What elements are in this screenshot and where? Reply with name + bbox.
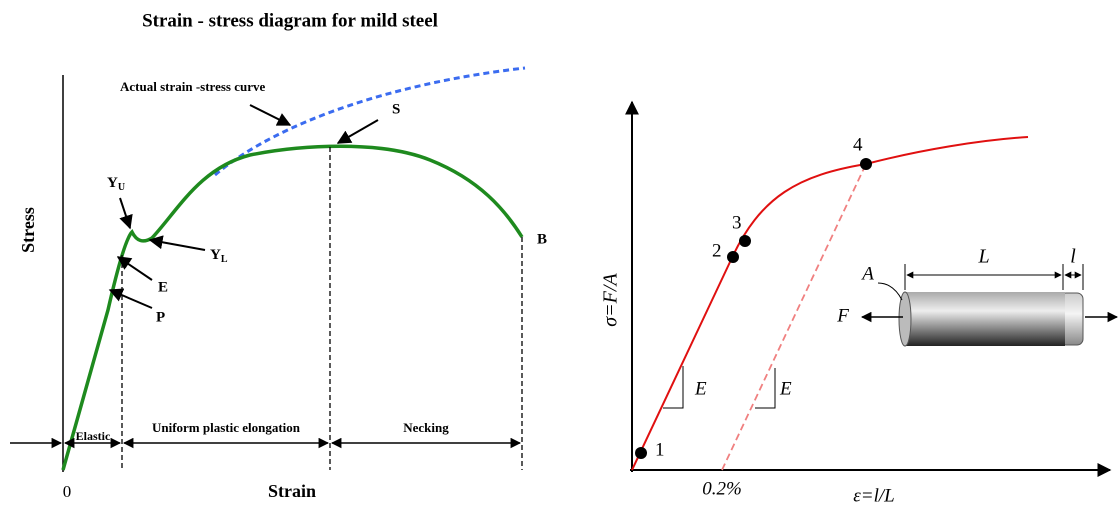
y-axis-label: σ=F/A bbox=[600, 273, 622, 327]
point-label: YU bbox=[107, 175, 125, 193]
point-label: YL bbox=[210, 247, 228, 265]
x-axis-label: ε=l/L bbox=[853, 485, 894, 506]
point-label: 4 bbox=[853, 134, 863, 155]
region-label: Necking bbox=[403, 420, 449, 435]
point-label: P bbox=[156, 309, 165, 325]
slope-label: E bbox=[694, 378, 707, 399]
specimen-label: A bbox=[860, 263, 874, 284]
specimen-label: l bbox=[1070, 246, 1076, 268]
region-label: Elastic bbox=[76, 429, 111, 443]
y-axis-label: Stress bbox=[18, 207, 38, 253]
title: Strain - stress diagram for mild steel bbox=[142, 10, 438, 31]
label-main: Y bbox=[107, 175, 118, 191]
point-label: 2 bbox=[712, 240, 722, 261]
specimen-label: F bbox=[836, 305, 849, 326]
slope-triangle bbox=[663, 366, 683, 408]
point-label: E bbox=[158, 279, 168, 295]
point-label: B bbox=[537, 231, 547, 247]
offset-label: 0.2% bbox=[702, 478, 742, 499]
diagram: Strain - stress diagram for mild steel S… bbox=[0, 0, 1119, 506]
annotation: Actual strain -stress curve bbox=[120, 79, 265, 94]
point-label: 3 bbox=[732, 212, 742, 233]
left-panel: Strain - stress diagram for mild steel S… bbox=[10, 10, 547, 501]
slope-triangle bbox=[755, 368, 775, 408]
x-axis-label: Strain bbox=[268, 481, 316, 501]
slope-label: E bbox=[779, 378, 792, 399]
label-sub: L bbox=[221, 254, 228, 265]
right-panel: σ=F/A ε=l/L 0.2% E E 1 2 3 4 A L l F bbox=[600, 102, 1117, 506]
specimen bbox=[862, 264, 1117, 346]
origin-label: 0 bbox=[63, 482, 72, 501]
annotation-arrows bbox=[110, 105, 378, 308]
specimen-label: L bbox=[977, 246, 989, 268]
label-sub: U bbox=[118, 182, 125, 193]
point-label: 1 bbox=[655, 439, 665, 460]
label-main: Y bbox=[210, 247, 221, 263]
region-label: Uniform plastic elongation bbox=[152, 420, 301, 435]
point-label: S bbox=[392, 101, 400, 117]
